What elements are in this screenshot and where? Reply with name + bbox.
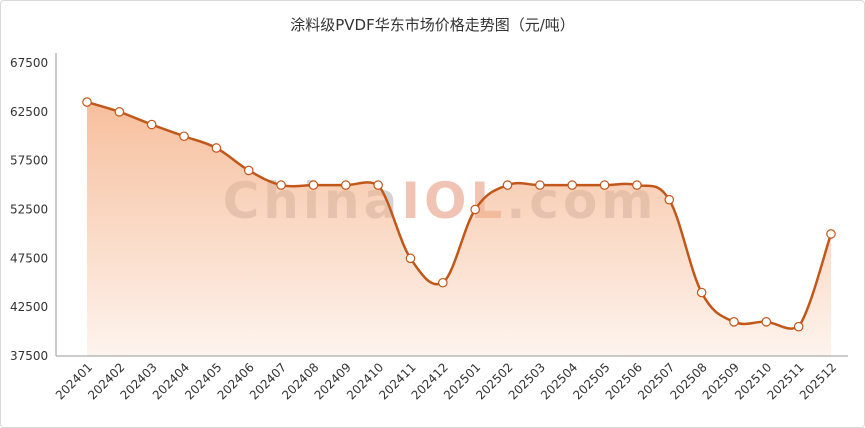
- data-point-202408: [308, 180, 319, 190]
- data-point-202504: [567, 180, 578, 190]
- data-point-202505: [599, 180, 610, 190]
- data-point-202405: [211, 143, 222, 153]
- data-point-202501: [470, 204, 480, 215]
- data-point-202503: [535, 180, 545, 190]
- data-point-202507: [664, 194, 675, 205]
- data-point-202411: [405, 253, 416, 264]
- data-point-202410: [373, 180, 383, 190]
- y-tick-62500: 62500: [10, 105, 48, 119]
- data-point-202506: [632, 180, 642, 190]
- data-point-202407: [276, 180, 286, 190]
- y-tick-37500: 37500: [10, 349, 48, 363]
- data-point-202509: [729, 317, 739, 327]
- y-tick-47500: 47500: [10, 251, 48, 265]
- data-point-202403: [146, 119, 157, 130]
- y-tick-57500: 57500: [10, 154, 48, 168]
- data-point-202502: [502, 180, 513, 190]
- data-point-202404: [179, 131, 189, 142]
- data-point-202510: [761, 317, 772, 327]
- data-point-202402: [114, 107, 125, 117]
- data-point-202406: [243, 165, 254, 176]
- y-tick-52500: 52500: [10, 203, 48, 217]
- data-point-202412: [438, 277, 448, 288]
- y-tick-67500: 67500: [10, 56, 48, 70]
- data-point-202401: [82, 97, 92, 107]
- chart-title: 涂料级PVDF华东市场价格走势图（元/吨）: [290, 16, 575, 34]
- y-tick-42500: 42500: [10, 300, 48, 314]
- data-point-202508: [696, 287, 707, 298]
- price-area: [87, 102, 831, 356]
- data-point-202409: [340, 180, 351, 190]
- data-point-202512: [826, 229, 836, 239]
- data-point-202511: [793, 321, 804, 332]
